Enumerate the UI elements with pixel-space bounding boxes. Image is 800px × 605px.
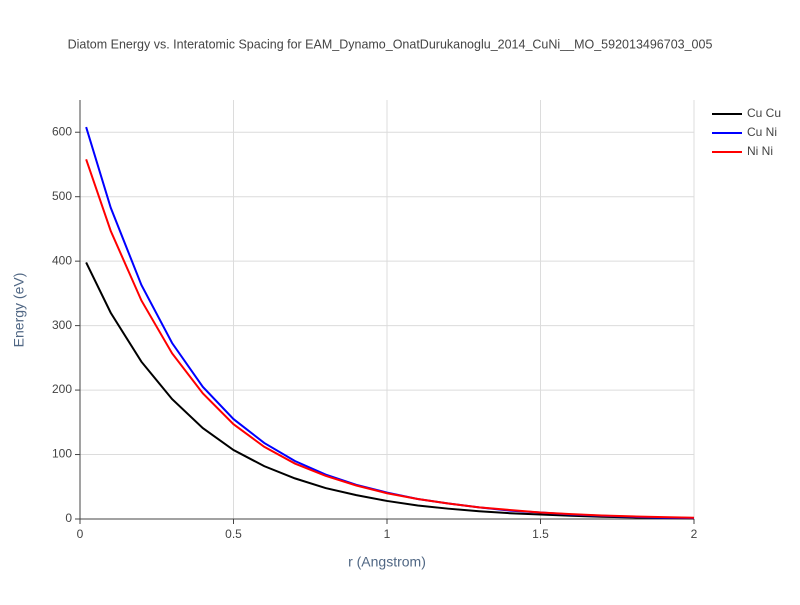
legend-label: Cu Ni [747, 125, 777, 139]
legend-label: Cu Cu [747, 106, 781, 120]
x-tick-label: 1 [384, 527, 391, 541]
x-axis-label: r (Angstrom) [348, 554, 426, 570]
x-tick-label: 0 [77, 527, 84, 541]
legend-label: Ni Ni [747, 144, 773, 158]
data-line [85, 158, 695, 519]
x-tick-label: 2 [691, 527, 698, 541]
y-tick-label: 500 [52, 189, 72, 203]
data-line [85, 126, 695, 520]
data-line [85, 262, 695, 520]
y-tick-label: 200 [52, 382, 72, 396]
chart-title: Diatom Energy vs. Interatomic Spacing fo… [68, 37, 713, 51]
y-tick-label: 0 [65, 511, 72, 525]
y-tick-label: 100 [52, 447, 72, 461]
y-axis-label: Energy (eV) [11, 273, 27, 348]
x-tick-label: 0.5 [225, 527, 242, 541]
y-tick-label: 600 [52, 124, 72, 138]
x-tick-label: 1.5 [532, 527, 549, 541]
y-tick-label: 400 [52, 253, 72, 267]
y-tick-label: 300 [52, 318, 72, 332]
